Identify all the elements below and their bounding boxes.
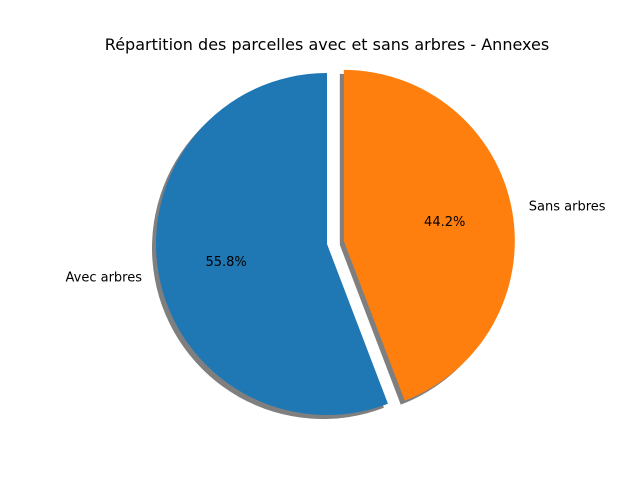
slice-labels: Avec arbres 55.8% Sans arbres 44.2% xyxy=(66,199,606,285)
chart-title: Répartition des parcelles avec et sans a… xyxy=(105,35,549,54)
slice-label-avec-arbres: Avec arbres xyxy=(66,271,143,286)
slice-percent-sans-arbres: 44.2% xyxy=(424,215,465,230)
slice-label-sans-arbres: Sans arbres xyxy=(529,199,606,214)
slice-avec-arbres xyxy=(156,73,388,415)
slice-percent-avec-arbres: 55.8% xyxy=(205,255,246,270)
pie-slices xyxy=(156,69,515,415)
slice-sans-arbres xyxy=(343,69,515,401)
